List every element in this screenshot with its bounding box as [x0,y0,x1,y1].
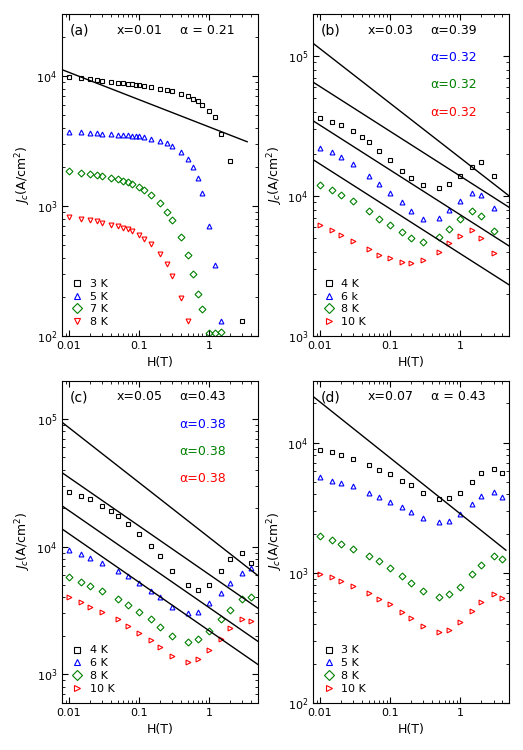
Text: x=0.07: x=0.07 [368,390,414,404]
Y-axis label: $J_c$(A/cm$^2$): $J_c$(A/cm$^2$) [14,146,33,205]
Text: (d): (d) [321,390,340,404]
X-axis label: H(T): H(T) [146,356,174,370]
Text: α = 0.21: α = 0.21 [179,23,234,37]
Text: α=0.43: α=0.43 [179,390,226,404]
Legend: 4 K, 6 K, 8 K, 10 K: 4 K, 6 K, 8 K, 10 K [67,642,118,698]
Text: α=0.38: α=0.38 [179,445,226,458]
Y-axis label: $J_c$(A/cm$^2$): $J_c$(A/cm$^2$) [265,146,285,205]
Text: α=0.38: α=0.38 [179,472,226,485]
Text: (a): (a) [70,23,89,38]
Legend: 4 K, 6 k, 8 K, 10 K: 4 K, 6 k, 8 K, 10 K [319,275,369,331]
Text: α=0.38: α=0.38 [179,418,226,430]
X-axis label: H(T): H(T) [146,723,174,736]
X-axis label: H(T): H(T) [397,356,425,370]
Legend: 3 K, 5 K, 7 K, 8 K: 3 K, 5 K, 7 K, 8 K [67,275,111,331]
Text: x=0.01: x=0.01 [117,23,163,37]
Text: α=0.39: α=0.39 [430,23,477,37]
X-axis label: H(T): H(T) [397,723,425,736]
Text: (b): (b) [321,23,340,38]
Text: α = 0.43: α = 0.43 [430,390,485,404]
Legend: 3 K, 5 K, 8 K, 10 K: 3 K, 5 K, 8 K, 10 K [319,642,369,698]
Y-axis label: $J_c$(A/cm$^2$): $J_c$(A/cm$^2$) [14,512,33,572]
Text: x=0.05: x=0.05 [117,390,163,404]
Y-axis label: $J_c$(A/cm$^2$): $J_c$(A/cm$^2$) [265,512,285,572]
Text: α=0.32: α=0.32 [430,78,477,92]
Text: α=0.32: α=0.32 [430,106,477,118]
Text: (c): (c) [70,390,88,404]
Text: α=0.32: α=0.32 [430,51,477,64]
Text: x=0.03: x=0.03 [368,23,414,37]
